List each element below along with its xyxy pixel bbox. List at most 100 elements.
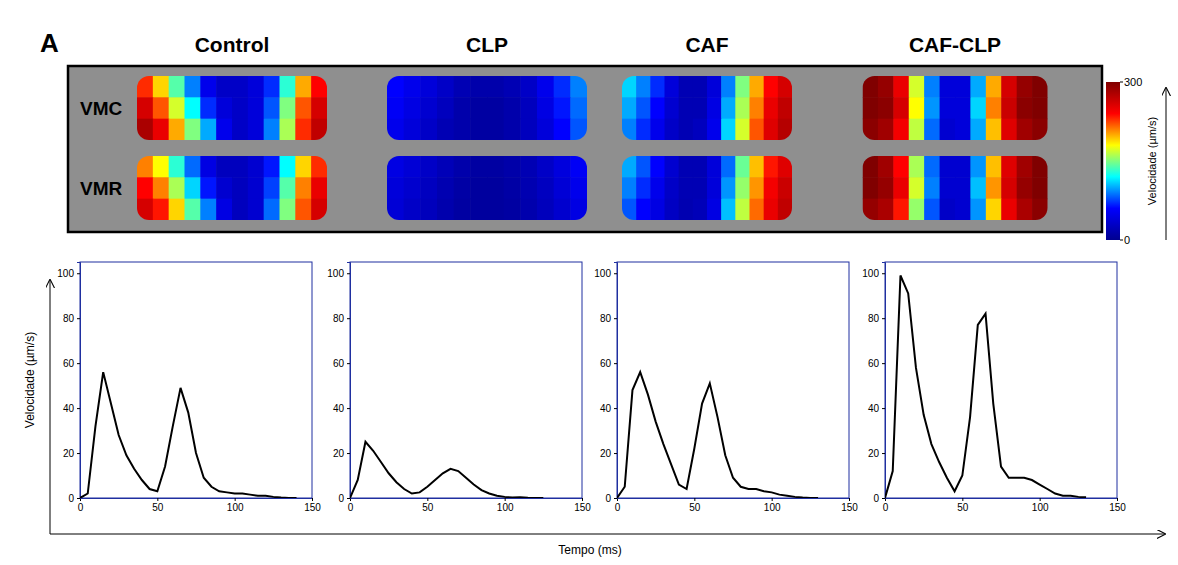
y-axis: 020406080100 [862, 263, 885, 504]
heat-cell [693, 97, 708, 119]
row-label: VMR [80, 178, 123, 199]
y-tick-label: 60 [333, 358, 345, 369]
heat-cell [924, 156, 940, 178]
heat-cell [137, 119, 153, 140]
heat-cell [137, 76, 153, 98]
y-tick: 20 [63, 448, 80, 459]
y-tick-mark [77, 408, 80, 409]
heat-cell [970, 119, 986, 140]
heat-cell [878, 76, 894, 98]
heat-cell [504, 119, 521, 140]
heat-cell [622, 76, 637, 98]
x-tick-mark [505, 498, 506, 501]
heat-cell [955, 156, 971, 178]
heat-cell [924, 177, 940, 199]
heat-cell [665, 76, 680, 98]
y-tick-label: 20 [333, 448, 345, 459]
heat-cell [404, 97, 421, 119]
panel-letter: A [40, 28, 59, 58]
y-tick-mark [77, 498, 80, 499]
plot-frame [885, 262, 1117, 498]
y-tick-mark [347, 453, 350, 454]
y-tick-mark [882, 408, 885, 409]
heat-cell [909, 119, 925, 140]
colorbar-title: Velocidade (µm/s) [1146, 117, 1158, 205]
heat-cell [232, 76, 248, 98]
y-tick-mark [614, 273, 617, 274]
x-axis-line [886, 499, 1118, 502]
heat-cell [924, 97, 940, 119]
heat-cell [153, 156, 169, 178]
heat-cell [537, 97, 554, 119]
heat-cell [986, 156, 1002, 178]
heat-cell [264, 119, 280, 140]
y-tick: 80 [63, 313, 80, 324]
y-axis-line [614, 263, 618, 499]
heat-cell [707, 119, 722, 140]
heat-cell [863, 199, 879, 220]
heat-cell [437, 156, 454, 178]
heat-cell [893, 199, 909, 220]
heat-cell [404, 177, 421, 199]
x-tick-label: 150 [304, 502, 321, 513]
heat-cell [232, 177, 248, 199]
x-tick-mark [157, 498, 158, 501]
x-tick: 50 [957, 498, 969, 513]
x-tick: 100 [497, 498, 514, 513]
y-tick: 60 [333, 358, 350, 369]
heat-cell [504, 199, 521, 220]
x-tick: 0 [78, 498, 84, 513]
heat-cell [185, 177, 201, 199]
y-tick-mark [882, 318, 885, 319]
heat-cell [216, 156, 232, 178]
y-axis-line [882, 263, 886, 499]
y-tick-label: 20 [600, 448, 612, 459]
heat-cell [636, 119, 651, 140]
heat-cell [437, 97, 454, 119]
heat-cell [764, 177, 779, 199]
heat-cell [1001, 156, 1017, 178]
heat-cell [909, 199, 925, 220]
heat-cell [665, 97, 680, 119]
heat-cell [200, 199, 216, 220]
heat-cell [554, 119, 571, 140]
y-tick: 60 [63, 358, 80, 369]
heat-cell [863, 177, 879, 199]
heat-cell [636, 177, 651, 199]
x-tick-label: 0 [883, 502, 889, 513]
heat-cell [248, 156, 264, 178]
heat-cell [940, 119, 956, 140]
heat-cell [636, 97, 651, 119]
y-tick-label: 100 [862, 268, 879, 279]
x-tick: 50 [689, 498, 701, 513]
heat-cell [404, 119, 421, 140]
y-tick-label: 80 [63, 313, 75, 324]
velocity-line [350, 442, 543, 498]
heat-cell [735, 76, 750, 98]
heat-cell [693, 76, 708, 98]
heat-cell [735, 156, 750, 178]
heat-cell [924, 119, 940, 140]
heat-cell [404, 199, 421, 220]
heat-cell [764, 156, 779, 178]
heat-cell [679, 156, 694, 178]
heat-cell [153, 177, 169, 199]
heat-cell [1017, 119, 1033, 140]
heat-cell [1017, 97, 1033, 119]
column-title: Control [195, 33, 270, 56]
heat-cell [970, 199, 986, 220]
y-tick: 20 [600, 448, 617, 459]
heat-cell [650, 97, 665, 119]
heat-cell [420, 76, 437, 98]
heat-cell [420, 97, 437, 119]
heat-cell [248, 76, 264, 98]
heat-cell [636, 199, 651, 220]
x-tick: 150 [841, 498, 858, 513]
heat-cell [636, 156, 651, 178]
heat-cell [570, 156, 587, 178]
heat-cell [387, 199, 404, 220]
plot-frame [617, 262, 849, 498]
x-tick-label: 50 [957, 502, 969, 513]
heat-cell [863, 119, 879, 140]
y-tick-mark [347, 408, 350, 409]
